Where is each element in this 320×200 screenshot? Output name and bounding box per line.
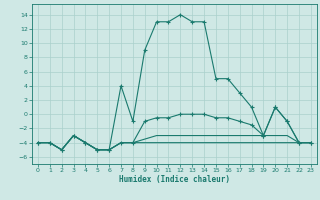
- X-axis label: Humidex (Indice chaleur): Humidex (Indice chaleur): [119, 175, 230, 184]
